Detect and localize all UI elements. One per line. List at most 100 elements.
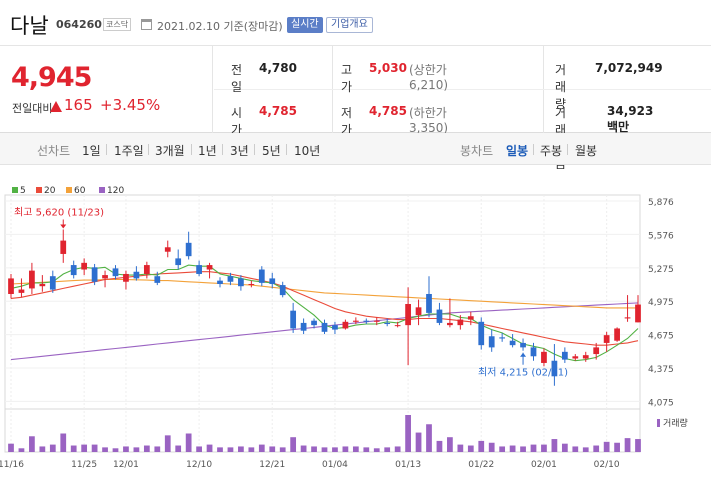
candle-body	[467, 316, 474, 320]
volume-bar	[332, 447, 338, 452]
candle-body	[426, 293, 432, 313]
candle-body	[238, 278, 244, 287]
candle-body	[561, 351, 568, 360]
base-date: 2021.02.10 기준(장마감)	[157, 20, 283, 33]
candle-body	[478, 321, 485, 346]
candle-body	[415, 307, 422, 316]
volume-bar	[143, 445, 150, 452]
tab-line-chart[interactable]: 선차트	[37, 144, 71, 158]
candle-body	[520, 342, 526, 348]
divider	[191, 144, 192, 155]
candle-body	[60, 240, 67, 254]
candle-body	[154, 276, 161, 283]
price-box: 4,945 전일대비 165 +3.45%	[0, 46, 213, 133]
volume-bar	[269, 446, 276, 452]
volume-bar	[248, 447, 255, 452]
volume-bar	[39, 446, 46, 452]
stock-header: 다날 064260 코스닥 2021.02.10 기준(장마감) 실시간 기업개…	[0, 0, 711, 46]
candle-body	[279, 285, 286, 296]
stock-code: 064260	[56, 18, 102, 31]
volume-bar	[478, 440, 485, 452]
tab-3m[interactable]: 3개월	[155, 144, 185, 158]
candle-body	[373, 320, 380, 322]
candle-body	[530, 347, 537, 357]
volume-bar	[8, 443, 14, 452]
y-tick-label: 4,675	[648, 332, 674, 342]
candle-body	[405, 304, 411, 326]
candle-body	[49, 276, 56, 290]
volume-legend-swatch	[657, 419, 660, 427]
prev-close-label: 전일	[231, 63, 243, 94]
candle-body	[18, 289, 25, 293]
candle-body	[91, 267, 98, 282]
volume-bar	[300, 445, 307, 452]
x-tick-label: 12/21	[259, 460, 285, 470]
candle-body	[509, 340, 516, 346]
volume-bar	[154, 446, 161, 452]
y-tick-label: 4,975	[648, 298, 674, 308]
tab-1w[interactable]: 1주일	[114, 144, 144, 158]
volume-bar	[384, 447, 391, 452]
legend-label: 60	[74, 186, 86, 196]
candle-body	[248, 283, 255, 285]
volume-bar	[541, 444, 547, 452]
volume-bar	[123, 446, 129, 452]
tab-10y[interactable]: 10년	[294, 144, 321, 158]
volume-bar	[488, 442, 495, 452]
divider	[148, 144, 149, 155]
candle-body	[499, 337, 506, 339]
volume-bar	[112, 448, 119, 452]
candle-body	[541, 351, 547, 363]
candlestick-chart[interactable]: 거래량 5,8765,5765,2754,9754,6754,3754,075 …	[0, 165, 711, 483]
tab-3y[interactable]: 3년	[230, 144, 249, 158]
company-overview-button[interactable]: 기업개요	[326, 17, 373, 33]
candle-body	[384, 322, 391, 325]
tab-1y[interactable]: 1년	[198, 144, 217, 158]
open-value: 4,785	[259, 104, 297, 118]
candle-body	[457, 319, 464, 326]
max-annotation-label: 최고 5,620 (11/23)	[14, 206, 104, 218]
legend-label: 5	[20, 186, 26, 196]
tab-daily[interactable]: 일봉	[506, 144, 529, 158]
divider	[222, 144, 223, 155]
legend-swatch	[12, 187, 18, 193]
volume-bar	[614, 442, 620, 452]
candle-body	[112, 268, 119, 277]
x-tick-label: 02/01	[531, 460, 557, 470]
tab-candle-chart[interactable]: 봉차트	[460, 144, 494, 158]
volume-bar	[70, 445, 77, 452]
candle-body	[258, 269, 265, 283]
tab-5y[interactable]: 5년	[262, 144, 281, 158]
volume-bar	[582, 447, 589, 452]
volume-bar	[415, 432, 422, 452]
open-label: 시가	[231, 106, 243, 137]
x-tick-label: 01/22	[468, 460, 494, 470]
candle-body	[102, 275, 108, 279]
candle-body	[70, 265, 77, 276]
tab-monthly[interactable]: 월봉	[575, 144, 598, 158]
volume-bar	[561, 443, 568, 452]
volume-bar	[91, 444, 98, 452]
volume-bar	[426, 424, 432, 452]
tab-weekly[interactable]: 주봉	[540, 144, 563, 158]
volume-bar	[342, 446, 349, 452]
x-tick-label: 11/25	[71, 460, 97, 470]
realtime-button[interactable]: 실시간	[287, 17, 323, 33]
candle-body	[394, 325, 401, 327]
x-tick-label: 12/10	[186, 460, 212, 470]
legend-swatch	[99, 187, 105, 193]
lower-limit: (하한가 3,350)	[409, 106, 449, 135]
candle-body	[217, 280, 223, 284]
volume-bar	[551, 439, 558, 452]
volume-bar	[60, 433, 67, 452]
volume-bar	[394, 446, 401, 452]
candle-body	[593, 347, 600, 355]
volume-bar	[467, 445, 474, 452]
tab-1d[interactable]: 1일	[82, 144, 101, 158]
volume-bar	[405, 415, 411, 452]
volume-bar	[258, 444, 265, 452]
volume-bar	[206, 444, 213, 452]
high-value: 5,030	[369, 61, 407, 75]
volume-bar	[457, 444, 464, 452]
y-tick-label: 5,576	[648, 231, 674, 241]
